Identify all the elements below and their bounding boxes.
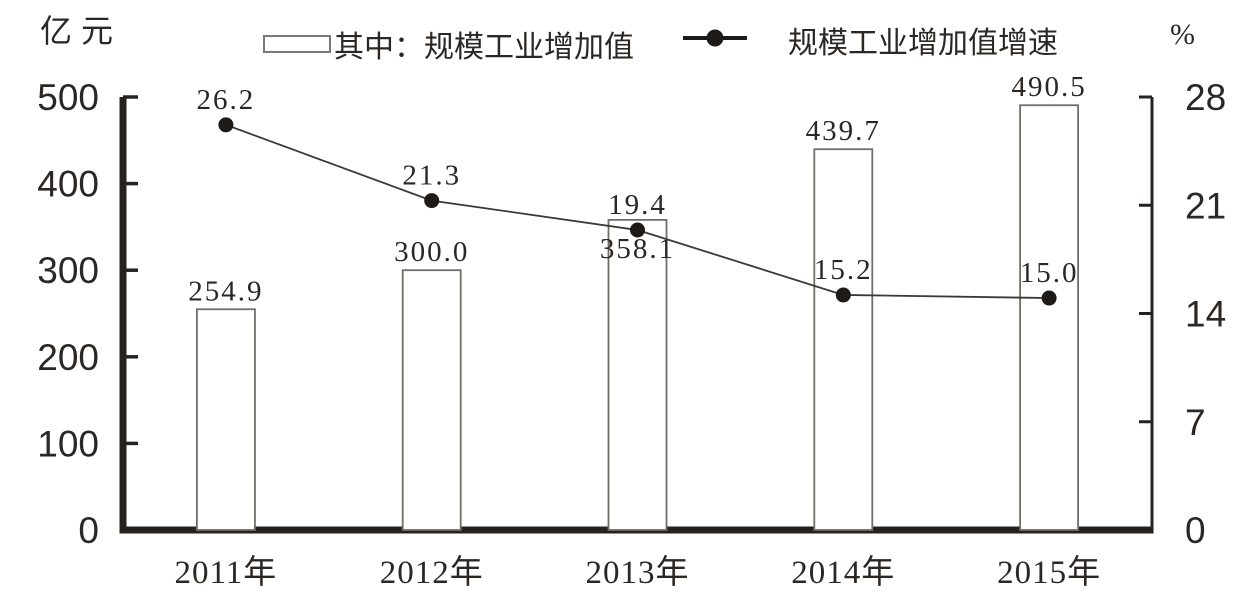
left-axis-title: 亿元 bbox=[40, 13, 123, 49]
right-axis-tick-label: 28 bbox=[1185, 77, 1226, 118]
line-marker bbox=[1041, 290, 1057, 306]
line-marker bbox=[218, 117, 234, 133]
x-axis-category-label: 2014年 bbox=[791, 554, 895, 591]
left-axis-tick-label: 0 bbox=[78, 510, 99, 551]
line-value-label: 26.2 bbox=[197, 84, 256, 116]
left-axis-tick-label: 200 bbox=[37, 337, 99, 378]
legend: 其中：规模工业增加值 规模工业增加值增速 bbox=[0, 0, 1259, 64]
bar bbox=[195, 308, 256, 531]
line-value-label: 15.2 bbox=[814, 254, 873, 286]
line-value-label: 19.4 bbox=[608, 189, 667, 221]
line-marker-swatch-icon bbox=[682, 27, 748, 54]
line-value-label: 21.3 bbox=[402, 160, 461, 192]
bar bbox=[401, 269, 462, 531]
legend-label-bar: 其中：规模工业增加值 bbox=[334, 31, 634, 64]
left-axis-tick-label: 500 bbox=[37, 77, 99, 118]
right-axis-tick-label: 14 bbox=[1185, 294, 1226, 335]
line-marker bbox=[630, 222, 645, 238]
right-axis-tick-label: 7 bbox=[1185, 402, 1206, 443]
bar-value-label: 300.0 bbox=[394, 236, 469, 268]
line-value-label: 15.0 bbox=[1020, 257, 1079, 289]
legend-item-bar: 其中：规模工业增加值 bbox=[263, 22, 634, 66]
right-axis-title: % bbox=[1170, 18, 1195, 51]
bar bbox=[813, 148, 874, 531]
bar-swatch-icon bbox=[263, 35, 331, 53]
x-axis-category-label: 2013年 bbox=[586, 554, 690, 591]
x-axis-category-label: 2012年 bbox=[380, 554, 484, 591]
line-marker bbox=[424, 193, 440, 209]
bar-value-label: 254.9 bbox=[188, 275, 263, 307]
x-axis-category-label: 2011年 bbox=[175, 554, 278, 591]
legend-label-line: 规模工业增加值增速 bbox=[788, 27, 1058, 60]
x-axis-category-label: 2015年 bbox=[997, 554, 1101, 591]
left-axis-tick-label: 100 bbox=[37, 423, 99, 464]
left-axis-tick-label: 400 bbox=[37, 164, 99, 205]
bar bbox=[607, 218, 668, 531]
bar bbox=[1019, 104, 1079, 531]
line-marker bbox=[835, 287, 851, 303]
right-axis-tick-label: 0 bbox=[1185, 510, 1206, 551]
left-axis-tick-label: 300 bbox=[37, 250, 99, 291]
legend-item-line: 规模工业增加值增速 bbox=[682, 18, 1058, 62]
bar-value-label: 490.5 bbox=[1011, 71, 1086, 103]
bar-value-label: 439.7 bbox=[806, 115, 881, 147]
right-axis-tick-label: 21 bbox=[1185, 185, 1226, 226]
